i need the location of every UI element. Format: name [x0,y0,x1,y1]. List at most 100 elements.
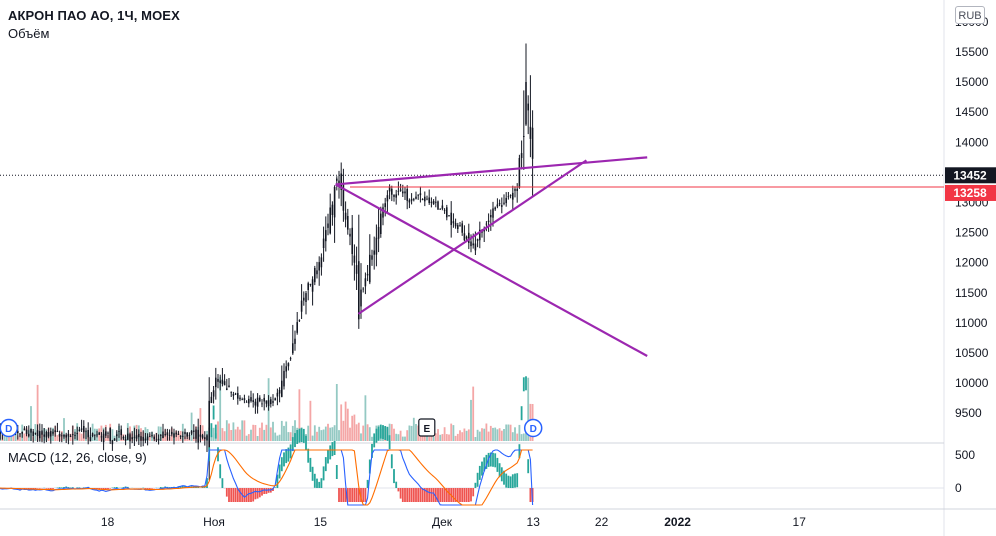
candle-body [349,233,351,237]
currency-button[interactable]: RUB [955,6,985,24]
candle-body [127,433,129,440]
macd-histogram-bar [481,461,483,476]
macd-histogram-bar [184,486,186,488]
macd-histogram-bar [527,459,530,474]
volume-bar [397,434,400,441]
candle-body [283,370,285,387]
candle-body [428,197,430,203]
candle-body [314,268,316,283]
macd-histogram-bar [408,488,411,502]
macd-histogram-bar [445,488,448,502]
volume-bar [252,424,255,441]
earnings-badge: E [418,418,436,437]
candle-body [131,437,133,440]
candle-body [182,435,184,437]
macd-histogram-bar [421,488,424,502]
candle-body [0,431,1,434]
candle-body [333,187,336,218]
candle-body [507,196,510,198]
candle-body [443,209,446,211]
macd-histogram-bar [63,487,65,488]
candle-body [151,435,153,436]
candle-body [177,434,180,435]
volume-bar [190,412,193,441]
macd-histogram-bar [252,488,255,502]
candle-body [278,390,281,394]
dividend-badge-circle [0,418,19,438]
macd-histogram-bar [399,488,402,499]
candle-body [120,429,122,436]
candle-body [72,434,74,436]
time-axis[interactable]: 18 Ноя 15 Дек 13 22 2022 17 [101,515,806,529]
volume-bar [507,424,510,441]
candle-body [186,432,188,437]
macd-histogram-bar [467,488,470,502]
volume-bar [276,435,279,441]
dividend-badge-circle [523,418,543,438]
volume-bar [78,432,81,441]
candle-body [239,397,241,400]
volume-bar [309,400,312,441]
candle-body [100,436,103,438]
volume-bar [483,428,486,441]
macd-histogram-bar [349,488,351,502]
volume-bar [342,420,345,441]
candle-body [386,195,389,202]
candle-body [435,201,437,203]
macd-histogram-bar [67,487,70,488]
volume-bar [30,406,32,441]
volume-bar [415,424,417,441]
candle-body [91,433,94,437]
candle-body [419,193,422,196]
macd-indicator [0,376,944,506]
macd-histogram-bar [206,478,208,488]
macd-histogram-bar [509,476,512,488]
candle-body [109,428,111,441]
volume-bar [514,427,516,441]
candle-body [223,381,226,386]
candle-body [232,394,235,396]
macd-histogram-bar [434,488,437,502]
price-axis[interactable]: 9500100001050011000115001200012500130001… [955,15,989,420]
volume-bar [298,389,301,441]
volume-bar [23,433,26,441]
candle-body [215,377,217,388]
trendlines[interactable] [335,156,648,357]
volume-bar [291,425,294,441]
macd-histogram-bar [346,488,349,502]
macd-histogram-bar [456,488,459,502]
macd-histogram-bar [507,475,510,488]
trendline-2 [335,183,648,357]
candle-body [518,158,521,188]
candle-body [221,379,224,384]
volume-bar [210,435,213,441]
macd-histogram-bar [335,465,338,479]
macd-histogram-bar [247,488,250,502]
volume-bar [467,429,470,441]
volume-bar [357,422,360,441]
candle-body [171,431,173,435]
macd-histogram-bar [179,486,182,488]
macd-histogram-bar [203,487,206,488]
macd-histogram-bar [461,488,464,502]
candle-body [490,215,492,218]
candle-body [157,438,160,441]
macd-histogram-bar [289,444,292,459]
candle-body [410,198,413,201]
macd-histogram-bar [395,481,398,488]
candle-body [342,184,345,211]
candle-body [102,433,105,443]
macd-histogram-bar [390,454,393,469]
macd-histogram-bar [107,488,109,490]
volume-bar [461,432,464,441]
level-price-tag-label: 13258 [953,186,987,200]
candle-body [274,398,276,401]
volume-bar [234,429,237,441]
candle-body [527,103,529,111]
macd-histogram-bar [263,488,266,494]
candle-body [175,432,177,435]
volume-bar [368,427,371,441]
candle-body [129,434,131,442]
